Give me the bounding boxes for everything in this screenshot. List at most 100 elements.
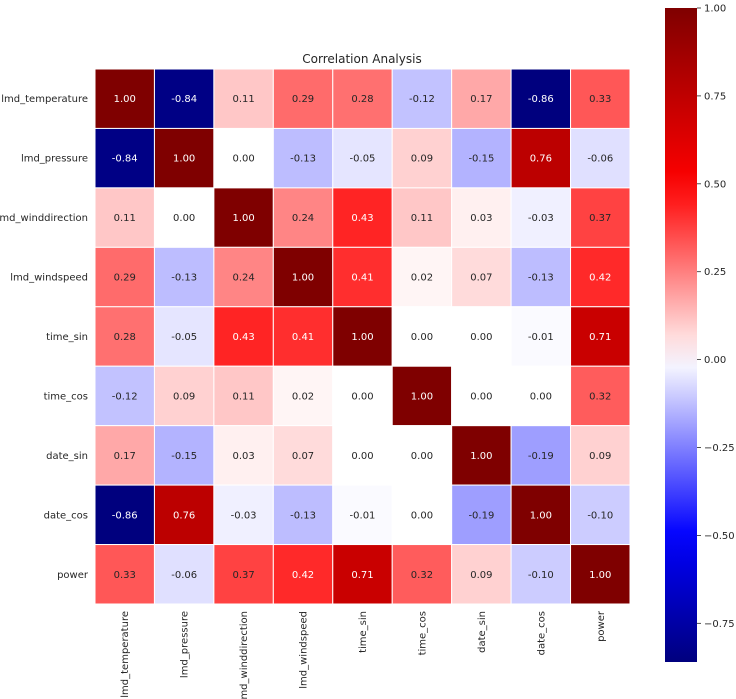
heatmap-value-label: -0.10 xyxy=(587,510,613,521)
x-tick-label: lmd_windspeed xyxy=(299,611,310,689)
heatmap-cell xyxy=(272,306,334,367)
heatmap-cell xyxy=(213,484,274,546)
heatmap-value-label: 0.09 xyxy=(173,391,195,402)
heatmap-value-label: -0.01 xyxy=(350,510,376,521)
heatmap-cell xyxy=(94,544,155,605)
heatmap-value-label: 1.00 xyxy=(351,332,373,343)
heatmap-value-label: 1.00 xyxy=(470,451,492,462)
heatmap-value-label: 0.41 xyxy=(351,273,373,284)
x-tick-label: time_sin xyxy=(358,611,369,653)
heatmap-cell xyxy=(272,246,334,308)
heatmap-cell xyxy=(94,484,155,546)
heatmap-value-label: 0.11 xyxy=(232,94,254,105)
heatmap-value-label: -0.15 xyxy=(468,154,494,165)
heatmap-value-label: -0.13 xyxy=(290,510,316,521)
heatmap-value-label: 0.28 xyxy=(114,332,136,343)
x-tick-label: power xyxy=(596,610,607,642)
heatmap-value-label: -0.84 xyxy=(171,94,197,105)
heatmap-value-label: 1.00 xyxy=(589,570,611,581)
heatmap-cells xyxy=(94,68,631,605)
heatmap-value-label: -0.03 xyxy=(528,213,554,224)
y-tick-label: date_sin xyxy=(46,451,88,462)
heatmap-value-label: 0.00 xyxy=(470,332,492,343)
heatmap-cell xyxy=(213,187,274,248)
heatmap-value-label: -0.13 xyxy=(171,273,197,284)
heatmap-cell xyxy=(451,544,512,605)
heatmap-cell xyxy=(213,127,274,189)
heatmap-value-label: 0.33 xyxy=(114,570,136,581)
heatmap-value-label: 1.00 xyxy=(292,273,314,284)
colorbar-gradient xyxy=(665,8,697,662)
x-tick-label: lmd_temperature xyxy=(120,611,131,698)
heatmap-value-label: -0.10 xyxy=(528,570,554,581)
heatmap-value-label: 1.00 xyxy=(232,213,254,224)
y-tick-label: lmd_temperature xyxy=(1,94,88,105)
heatmap-value-label: 0.09 xyxy=(470,570,492,581)
heatmap-value-label: 0.09 xyxy=(411,154,433,165)
colorbar-tick-label: 1.00 xyxy=(704,4,726,15)
heatmap-cell xyxy=(332,127,393,189)
heatmap-cell xyxy=(153,544,215,605)
heatmap-cell xyxy=(570,127,631,189)
heatmap-value-label: 0.17 xyxy=(470,94,492,105)
heatmap-value-label: 0.00 xyxy=(173,213,195,224)
heatmap-cell xyxy=(272,365,334,427)
heatmap-value-label: 1.00 xyxy=(173,154,195,165)
heatmap-value-label: 0.71 xyxy=(589,332,611,343)
heatmap-cell xyxy=(153,68,215,129)
heatmap-cell xyxy=(570,365,631,427)
heatmap-value-label: 0.02 xyxy=(292,391,314,402)
heatmap-cell xyxy=(451,187,512,248)
heatmap-cell xyxy=(510,127,572,189)
heatmap-value-label: 0.09 xyxy=(589,451,611,462)
heatmap-value-labels: 1.00 -0.84 0.11 0.29 0.28 -0.12 0.17 -0.86 0.33 -… xyxy=(112,94,613,581)
heatmap-cell xyxy=(570,246,631,308)
heatmap-value-label: 0.29 xyxy=(292,94,314,105)
heatmap-value-label: -0.13 xyxy=(528,273,554,284)
heatmap-value-label: 0.02 xyxy=(411,273,433,284)
heatmap-value-label: 0.00 xyxy=(351,391,373,402)
heatmap-value-label: 0.03 xyxy=(232,451,254,462)
heatmap-value-label: 0.76 xyxy=(530,154,552,165)
heatmap-value-label: 0.37 xyxy=(589,213,611,224)
heatmap-cell xyxy=(272,544,334,605)
x-tick-label: time_cos xyxy=(417,611,428,655)
heatmap-value-label: 0.11 xyxy=(411,213,433,224)
y-axis-tick-labels: lmd_temperature lmd_pressure lmd_winddirec… xyxy=(0,94,89,581)
heatmap-value-label: -0.06 xyxy=(587,154,613,165)
heatmap-cell xyxy=(94,365,155,427)
heatmap-cell xyxy=(451,425,512,486)
y-tick-label: power xyxy=(57,570,89,581)
colorbar-tick-label: 0.25 xyxy=(704,267,726,278)
y-tick-label: time_cos xyxy=(44,391,88,402)
heatmap-cell xyxy=(94,127,155,189)
colorbar-tick-label: 0.50 xyxy=(704,179,726,190)
heatmap-value-label: 0.00 xyxy=(470,391,492,402)
heatmap-value-label: 0.32 xyxy=(411,570,433,581)
heatmap-cell xyxy=(451,484,512,546)
heatmap-cell xyxy=(570,306,631,367)
heatmap-value-label: 0.07 xyxy=(470,273,492,284)
heatmap-value-label: 0.00 xyxy=(232,154,254,165)
heatmap-value-label: 0.24 xyxy=(232,273,254,284)
y-tick-label: time_sin xyxy=(46,332,88,343)
heatmap-value-label: 0.00 xyxy=(530,391,552,402)
heatmap-value-label: 0.00 xyxy=(411,451,433,462)
heatmap-cell xyxy=(570,544,631,605)
heatmap-value-label: -0.12 xyxy=(409,94,435,105)
heatmap-value-label: 0.32 xyxy=(589,391,611,402)
x-tick-label: date_sin xyxy=(477,611,488,653)
heatmap-cell xyxy=(451,306,512,367)
heatmap-cell xyxy=(272,187,334,248)
x-tick-label: lmd_winddirection xyxy=(239,611,250,699)
heatmap-value-label: 1.00 xyxy=(530,510,552,521)
heatmap-cell xyxy=(153,425,215,486)
heatmap-value-label: 1.00 xyxy=(114,94,136,105)
y-tick-label: lmd_pressure xyxy=(21,154,88,165)
heatmap-cell xyxy=(153,365,215,427)
heatmap-cell xyxy=(391,544,453,605)
heatmap-cell xyxy=(391,306,453,367)
heatmap-value-label: 0.11 xyxy=(114,213,136,224)
heatmap-value-label: -0.19 xyxy=(528,451,554,462)
heatmap-value-label: -0.05 xyxy=(171,332,197,343)
